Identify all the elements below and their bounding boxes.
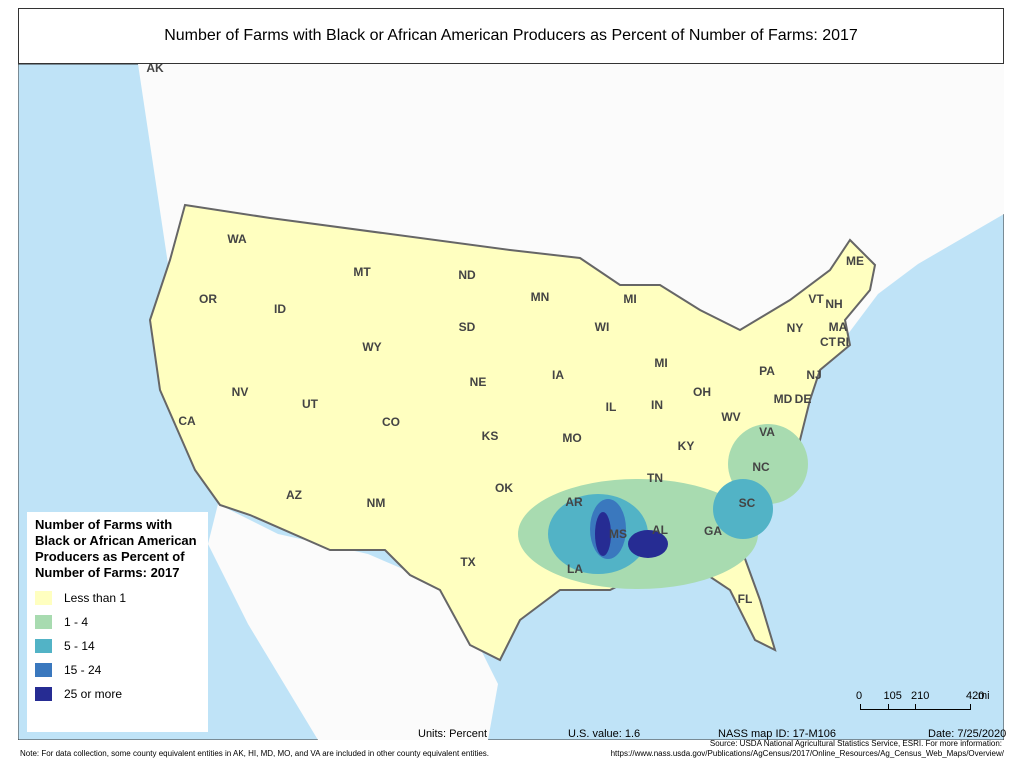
state-label: CA: [178, 414, 196, 428]
scale-bar: 0 105 210 420 mi: [856, 690, 1010, 720]
state-label: SC: [739, 496, 756, 510]
mexico: [208, 504, 498, 740]
state-label: SD: [459, 320, 476, 334]
state-label: AL: [652, 523, 668, 537]
legend-swatch: [35, 663, 52, 677]
state-label: IA: [552, 368, 564, 382]
scale-tick: 0: [856, 690, 863, 702]
legend-label: Less than 1: [64, 591, 127, 605]
legend-item: 25 or more: [35, 687, 200, 701]
state-label: OR: [199, 292, 217, 306]
state-label: MO: [562, 431, 581, 445]
state-label: NC: [752, 460, 770, 474]
region-shade: [713, 479, 773, 539]
scale-tick: 105: [883, 690, 902, 702]
state-label: ND: [458, 268, 476, 282]
state-label: OH: [693, 385, 711, 399]
legend-label: 1 - 4: [64, 615, 89, 629]
state-label: NJ: [806, 368, 821, 382]
legend-item: 1 - 4: [35, 615, 200, 629]
state-label: OK: [495, 481, 513, 495]
state-label: VT: [808, 292, 824, 306]
scale-tick-mark: [860, 704, 861, 710]
legend-label: 15 - 24: [64, 663, 102, 677]
scale-unit: mi: [978, 690, 990, 702]
state-label: AR: [565, 495, 583, 509]
state-label: LA: [567, 562, 583, 576]
state-label: AK: [146, 64, 164, 75]
state-label: NY: [787, 321, 804, 335]
map: AK WA OR CA NV ID MT WY UT AZ CO NM ND SD NE KS OK TX MN IA…: [18, 64, 1004, 740]
map-id: NASS map ID: 17-M106: [718, 728, 836, 740]
state-label: ME: [846, 254, 864, 268]
legend: Number of Farms with Black or African Am…: [27, 512, 208, 732]
legend-item: 15 - 24: [35, 663, 200, 677]
state-label: NV: [232, 385, 249, 399]
scale-tick: 420: [966, 690, 985, 702]
state-label: NH: [825, 297, 842, 311]
state-label: CO: [382, 415, 400, 429]
state-label: CT: [820, 335, 837, 349]
state-label: GA: [704, 524, 722, 538]
title: Number of Farms with Black or African Am…: [164, 27, 858, 44]
us-value: U.S. value: 1.6: [568, 728, 641, 740]
date: Date: 7/25/2020: [928, 728, 1007, 740]
legend-item: 5 - 14: [35, 639, 200, 653]
title-box: Number of Farms with Black or African Am…: [18, 8, 1004, 64]
state-label: AZ: [286, 488, 302, 502]
legend-label: 5 - 14: [64, 639, 95, 653]
legend-swatch: [35, 687, 52, 701]
scale-tick: 210: [911, 690, 930, 702]
note: Note: For data collection, some county e…: [20, 749, 489, 758]
scale-tick-mark: [915, 704, 916, 710]
state-label: FL: [738, 592, 753, 606]
legend-label: 25 or more: [64, 687, 123, 701]
legend-swatch: [35, 639, 52, 653]
state-label: MD: [774, 392, 793, 406]
state-label: NM: [367, 496, 386, 510]
scale-line: [860, 709, 970, 710]
canada: [18, 64, 1004, 394]
legend-items: Less than 1 1 - 4 5 - 14 15 - 24 25 or more: [35, 591, 200, 701]
scale-tick-mark: [887, 704, 889, 710]
region-shade: [595, 512, 611, 556]
units: Units: Percent: [418, 728, 488, 740]
state-label: NE: [470, 375, 487, 389]
state-label: MT: [353, 265, 371, 279]
source: Source: USDA National Agricultural Stati…: [709, 739, 1002, 748]
state-label: WI: [595, 320, 610, 334]
state-label: MI: [654, 356, 667, 370]
state-label: PA: [759, 364, 775, 378]
state-labels: AK WA OR CA NV ID MT WY UT AZ CO NM ND SD NE KS OK TX MN IA…: [146, 64, 864, 606]
state-label: IN: [651, 398, 663, 412]
state-label: IL: [606, 400, 617, 414]
state-label: DE: [795, 392, 812, 406]
url: https://www.nass.usda.gov/Publications/A…: [610, 749, 1004, 758]
region-shade: [628, 530, 668, 558]
state-label: TX: [460, 555, 475, 569]
state-label: WA: [227, 232, 247, 246]
state-label: VA: [759, 425, 775, 439]
state-label: MI: [623, 292, 636, 306]
legend-swatch: [35, 615, 52, 629]
state-label: WV: [721, 410, 740, 424]
state-label: ID: [274, 302, 286, 316]
scale-tick-mark: [970, 704, 971, 710]
state-label: KS: [482, 429, 499, 443]
state-label: MN: [531, 290, 550, 304]
legend-title: Number of Farms with Black or African Am…: [35, 517, 197, 580]
state-label: MA: [829, 320, 848, 334]
legend-swatch: [35, 591, 52, 605]
state-label: TN: [647, 471, 663, 485]
state-label: KY: [678, 439, 695, 453]
state-label: MS: [609, 527, 627, 541]
state-label: UT: [302, 397, 319, 411]
state-label: RI: [837, 335, 849, 349]
shading: [518, 424, 808, 589]
state-label: WY: [362, 340, 381, 354]
legend-item: Less than 1: [35, 591, 200, 605]
